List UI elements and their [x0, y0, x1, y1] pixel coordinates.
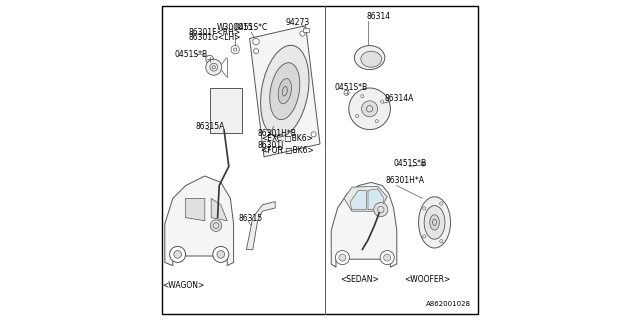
- Ellipse shape: [278, 78, 291, 104]
- Text: 86301H*A: 86301H*A: [385, 176, 424, 185]
- Circle shape: [335, 251, 349, 265]
- Polygon shape: [165, 176, 234, 266]
- Circle shape: [349, 88, 390, 130]
- Text: 0451S*B: 0451S*B: [394, 159, 427, 168]
- Text: 86301J: 86301J: [258, 141, 284, 150]
- Polygon shape: [246, 202, 275, 250]
- Text: 86315A: 86315A: [195, 122, 225, 131]
- Circle shape: [210, 220, 222, 231]
- Text: <WAGON>: <WAGON>: [162, 281, 204, 290]
- Ellipse shape: [355, 46, 385, 70]
- Text: 86301G<LH>: 86301G<LH>: [189, 33, 241, 42]
- Circle shape: [362, 101, 378, 117]
- Circle shape: [384, 254, 390, 261]
- Text: 86301F<RH>: 86301F<RH>: [189, 28, 241, 36]
- Circle shape: [170, 246, 186, 262]
- Text: <FOR □BK6>: <FOR □BK6>: [261, 146, 314, 155]
- Circle shape: [212, 246, 229, 262]
- Circle shape: [174, 251, 182, 258]
- Circle shape: [339, 254, 346, 261]
- Text: A862001028: A862001028: [426, 300, 470, 307]
- Text: 94273: 94273: [285, 18, 310, 27]
- FancyBboxPatch shape: [210, 88, 242, 133]
- Circle shape: [265, 146, 270, 151]
- Ellipse shape: [430, 215, 440, 230]
- Polygon shape: [250, 26, 320, 157]
- Polygon shape: [211, 198, 227, 221]
- Text: 0451S*B: 0451S*B: [334, 83, 367, 92]
- Text: <WOOFER>: <WOOFER>: [404, 275, 451, 284]
- Text: 0451S*C: 0451S*C: [235, 23, 268, 32]
- Circle shape: [380, 251, 394, 265]
- Ellipse shape: [424, 206, 445, 239]
- Polygon shape: [344, 186, 387, 211]
- Circle shape: [374, 203, 388, 217]
- Ellipse shape: [270, 63, 300, 120]
- Text: 86315: 86315: [239, 214, 262, 223]
- Circle shape: [253, 49, 259, 54]
- Polygon shape: [186, 198, 205, 221]
- Circle shape: [300, 31, 305, 36]
- Text: 86314A: 86314A: [385, 94, 414, 103]
- Text: 86301H*B: 86301H*B: [258, 129, 296, 138]
- Circle shape: [311, 132, 316, 137]
- Polygon shape: [368, 189, 384, 210]
- Text: W300015: W300015: [217, 23, 253, 32]
- Text: 86314: 86314: [366, 12, 390, 21]
- Circle shape: [253, 38, 259, 45]
- Circle shape: [217, 251, 225, 258]
- Text: <SEDAN>: <SEDAN>: [340, 275, 379, 284]
- Polygon shape: [351, 190, 366, 210]
- Circle shape: [206, 59, 222, 75]
- Ellipse shape: [260, 45, 309, 137]
- Text: 0451S*B: 0451S*B: [174, 50, 207, 59]
- Bar: [303, 28, 308, 32]
- Polygon shape: [332, 182, 397, 267]
- Text: <EXC.□BK6>: <EXC.□BK6>: [261, 134, 313, 143]
- Ellipse shape: [361, 51, 381, 67]
- Ellipse shape: [419, 197, 451, 248]
